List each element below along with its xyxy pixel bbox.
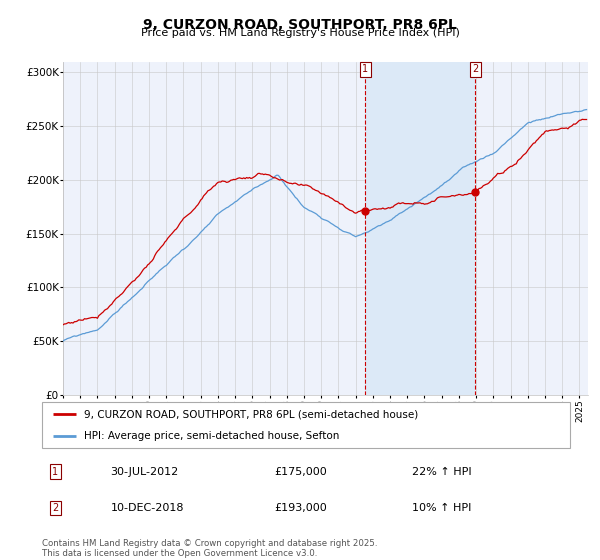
Text: 22% ↑ HPI: 22% ↑ HPI [412,466,471,477]
Text: Contains HM Land Registry data © Crown copyright and database right 2025.
This d: Contains HM Land Registry data © Crown c… [42,539,377,558]
Text: 2: 2 [472,64,478,74]
Bar [365,62,475,395]
Text: 9, CURZON ROAD, SOUTHPORT, PR8 6PL: 9, CURZON ROAD, SOUTHPORT, PR8 6PL [143,18,457,32]
Text: Price paid vs. HM Land Registry's House Price Index (HPI): Price paid vs. HM Land Registry's House … [140,28,460,38]
FancyBboxPatch shape [42,402,570,448]
Text: 1: 1 [52,466,58,477]
Text: 30-JUL-2012: 30-JUL-2012 [110,466,179,477]
Text: 10-DEC-2018: 10-DEC-2018 [110,503,184,513]
Text: £175,000: £175,000 [274,466,327,477]
Text: 2: 2 [52,503,58,513]
Text: 9, CURZON ROAD, SOUTHPORT, PR8 6PL (semi-detached house): 9, CURZON ROAD, SOUTHPORT, PR8 6PL (semi… [84,409,418,419]
Text: HPI: Average price, semi-detached house, Sefton: HPI: Average price, semi-detached house,… [84,431,340,441]
Text: 1: 1 [362,64,368,74]
Text: 10% ↑ HPI: 10% ↑ HPI [412,503,471,513]
Text: £193,000: £193,000 [274,503,327,513]
